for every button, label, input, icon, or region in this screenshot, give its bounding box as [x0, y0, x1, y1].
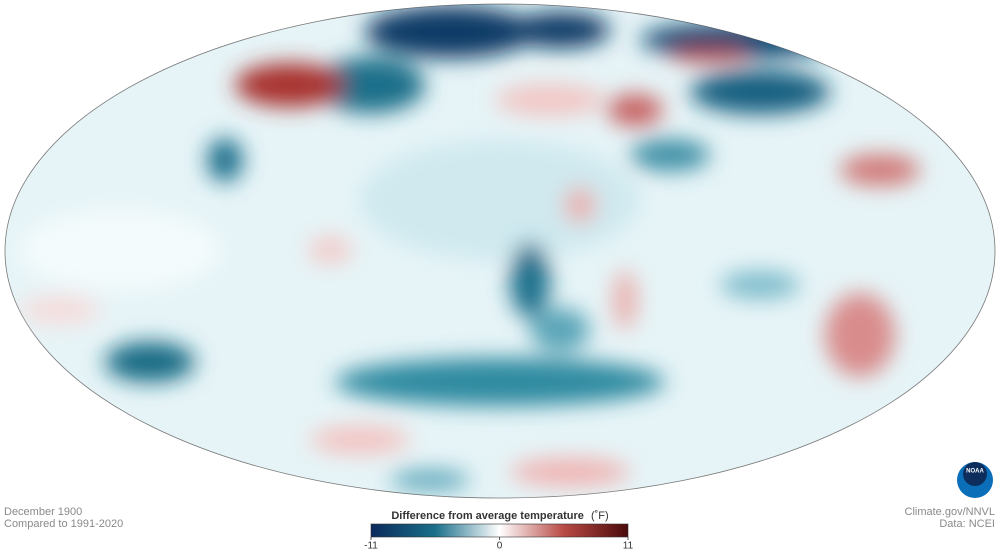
colorbar-tick-label: -11	[364, 541, 378, 552]
date: December 1900	[4, 506, 82, 518]
data-credit: Data: NCEI	[939, 518, 995, 530]
legend-unit: (˚F)	[591, 510, 609, 522]
logo-text: NOAA	[966, 469, 984, 475]
colorbar-ramp	[370, 523, 629, 538]
map	[4, 3, 996, 499]
source: Climate.gov/NNVL	[905, 506, 995, 518]
logo-inner	[963, 462, 987, 486]
baseline: Compared to 1991-2020	[4, 518, 123, 530]
colorbar-tick-label: 11	[623, 541, 634, 552]
colorbar-tick-label: 0	[497, 541, 503, 552]
legend-title: Difference from average temperature	[391, 510, 584, 522]
legend-heading: Difference from average temperature (˚F)	[391, 510, 608, 522]
colorbar: -11 0 11	[364, 523, 634, 552]
noaa-logo: NOAA	[957, 462, 993, 498]
